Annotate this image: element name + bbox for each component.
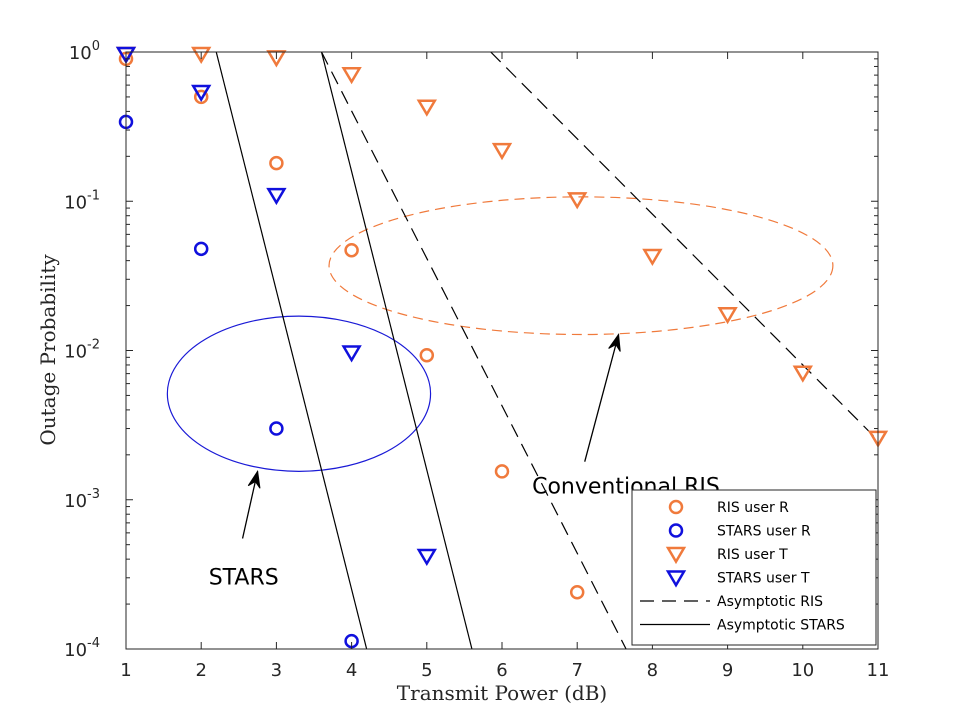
legend-label-asymptotic-ris: Asymptotic RIS xyxy=(717,594,823,610)
x-tick-label: 6 xyxy=(496,660,507,681)
ris-user-t-point xyxy=(717,306,738,325)
y-tick-label: 10-4 xyxy=(64,636,100,661)
ris-user-t-point xyxy=(191,46,212,65)
x-tick-label: 9 xyxy=(722,660,733,681)
x-tick-label: 8 xyxy=(647,660,658,681)
ris-user-t-point xyxy=(266,50,287,68)
stars-arrow-head xyxy=(247,469,261,489)
ris-user-t-point xyxy=(416,99,437,117)
x-tick-label: 2 xyxy=(195,660,206,681)
ris-user-r-point xyxy=(193,89,209,105)
x-tick-label: 7 xyxy=(571,660,582,681)
stars-ellipse xyxy=(166,315,432,472)
x-tick-label: 11 xyxy=(867,660,890,681)
legend-swatch-ris-user-r xyxy=(668,499,684,515)
legend-swatch-stars-user-r xyxy=(668,523,684,538)
legend-label-stars-user-r: STARS user R xyxy=(717,524,811,540)
legend-box xyxy=(631,489,877,646)
ris-user-t-point xyxy=(567,192,588,210)
asymptotic-stars-line xyxy=(320,52,473,649)
stars-user-t-point xyxy=(191,84,212,103)
stars-arrow-shaft xyxy=(241,471,259,539)
legend-swatch-ris-user-t xyxy=(665,546,687,565)
x-tick-label: 4 xyxy=(346,660,357,681)
asymptotic-ris-line xyxy=(320,52,627,649)
asymptotic-ris-line xyxy=(490,52,878,441)
legend-label-stars-user-t: STARS user T xyxy=(717,571,810,587)
stars-user-t-point xyxy=(266,187,287,206)
ris-user-r-point xyxy=(494,464,510,479)
legend-label-ris-user-t: RIS user T xyxy=(717,547,788,563)
y-tick-label: 100 xyxy=(69,39,100,64)
ris-user-t-point xyxy=(341,66,362,85)
ris-user-t-point xyxy=(792,365,813,383)
ris-user-t-point xyxy=(491,142,513,161)
x-axis-label: Transmit Power (dB) xyxy=(397,681,607,705)
stars-annotation-label: STARS xyxy=(209,566,279,591)
y-tick-label: 10-1 xyxy=(64,188,100,213)
ris-user-r-point xyxy=(419,347,435,363)
conventional-ris-arrow-shaft xyxy=(584,334,620,462)
legend-swatch-stars-user-t xyxy=(665,570,687,588)
ris-user-r-point xyxy=(269,155,284,171)
stars-user-t-point xyxy=(416,548,437,567)
ris-user-t-point xyxy=(642,248,663,267)
x-tick-label: 1 xyxy=(120,660,131,681)
y-tick-label: 10-3 xyxy=(64,487,100,512)
x-tick-label: 10 xyxy=(791,660,814,681)
legend-label-asymptotic-stars: Asymptotic STARS xyxy=(717,618,845,634)
stars-user-t-point xyxy=(115,46,137,65)
conventional-ris-arrow-head xyxy=(608,333,621,352)
y-tick-label: 10-2 xyxy=(64,338,100,363)
ris-user-r-point xyxy=(344,242,359,258)
x-tick-label: 5 xyxy=(421,660,432,681)
stars-user-t-point xyxy=(341,345,362,363)
stars-user-r-point xyxy=(193,241,209,257)
x-tick-label: 3 xyxy=(271,660,282,681)
ris-user-r-point xyxy=(569,585,585,600)
asymptotic-stars-line xyxy=(215,52,368,649)
conventional-ris-ellipse xyxy=(328,196,834,336)
stars-user-r-point xyxy=(269,421,284,436)
legend-label-ris-user-r: RIS user R xyxy=(717,500,789,516)
y-axis-label: Outage Probability xyxy=(36,254,60,446)
